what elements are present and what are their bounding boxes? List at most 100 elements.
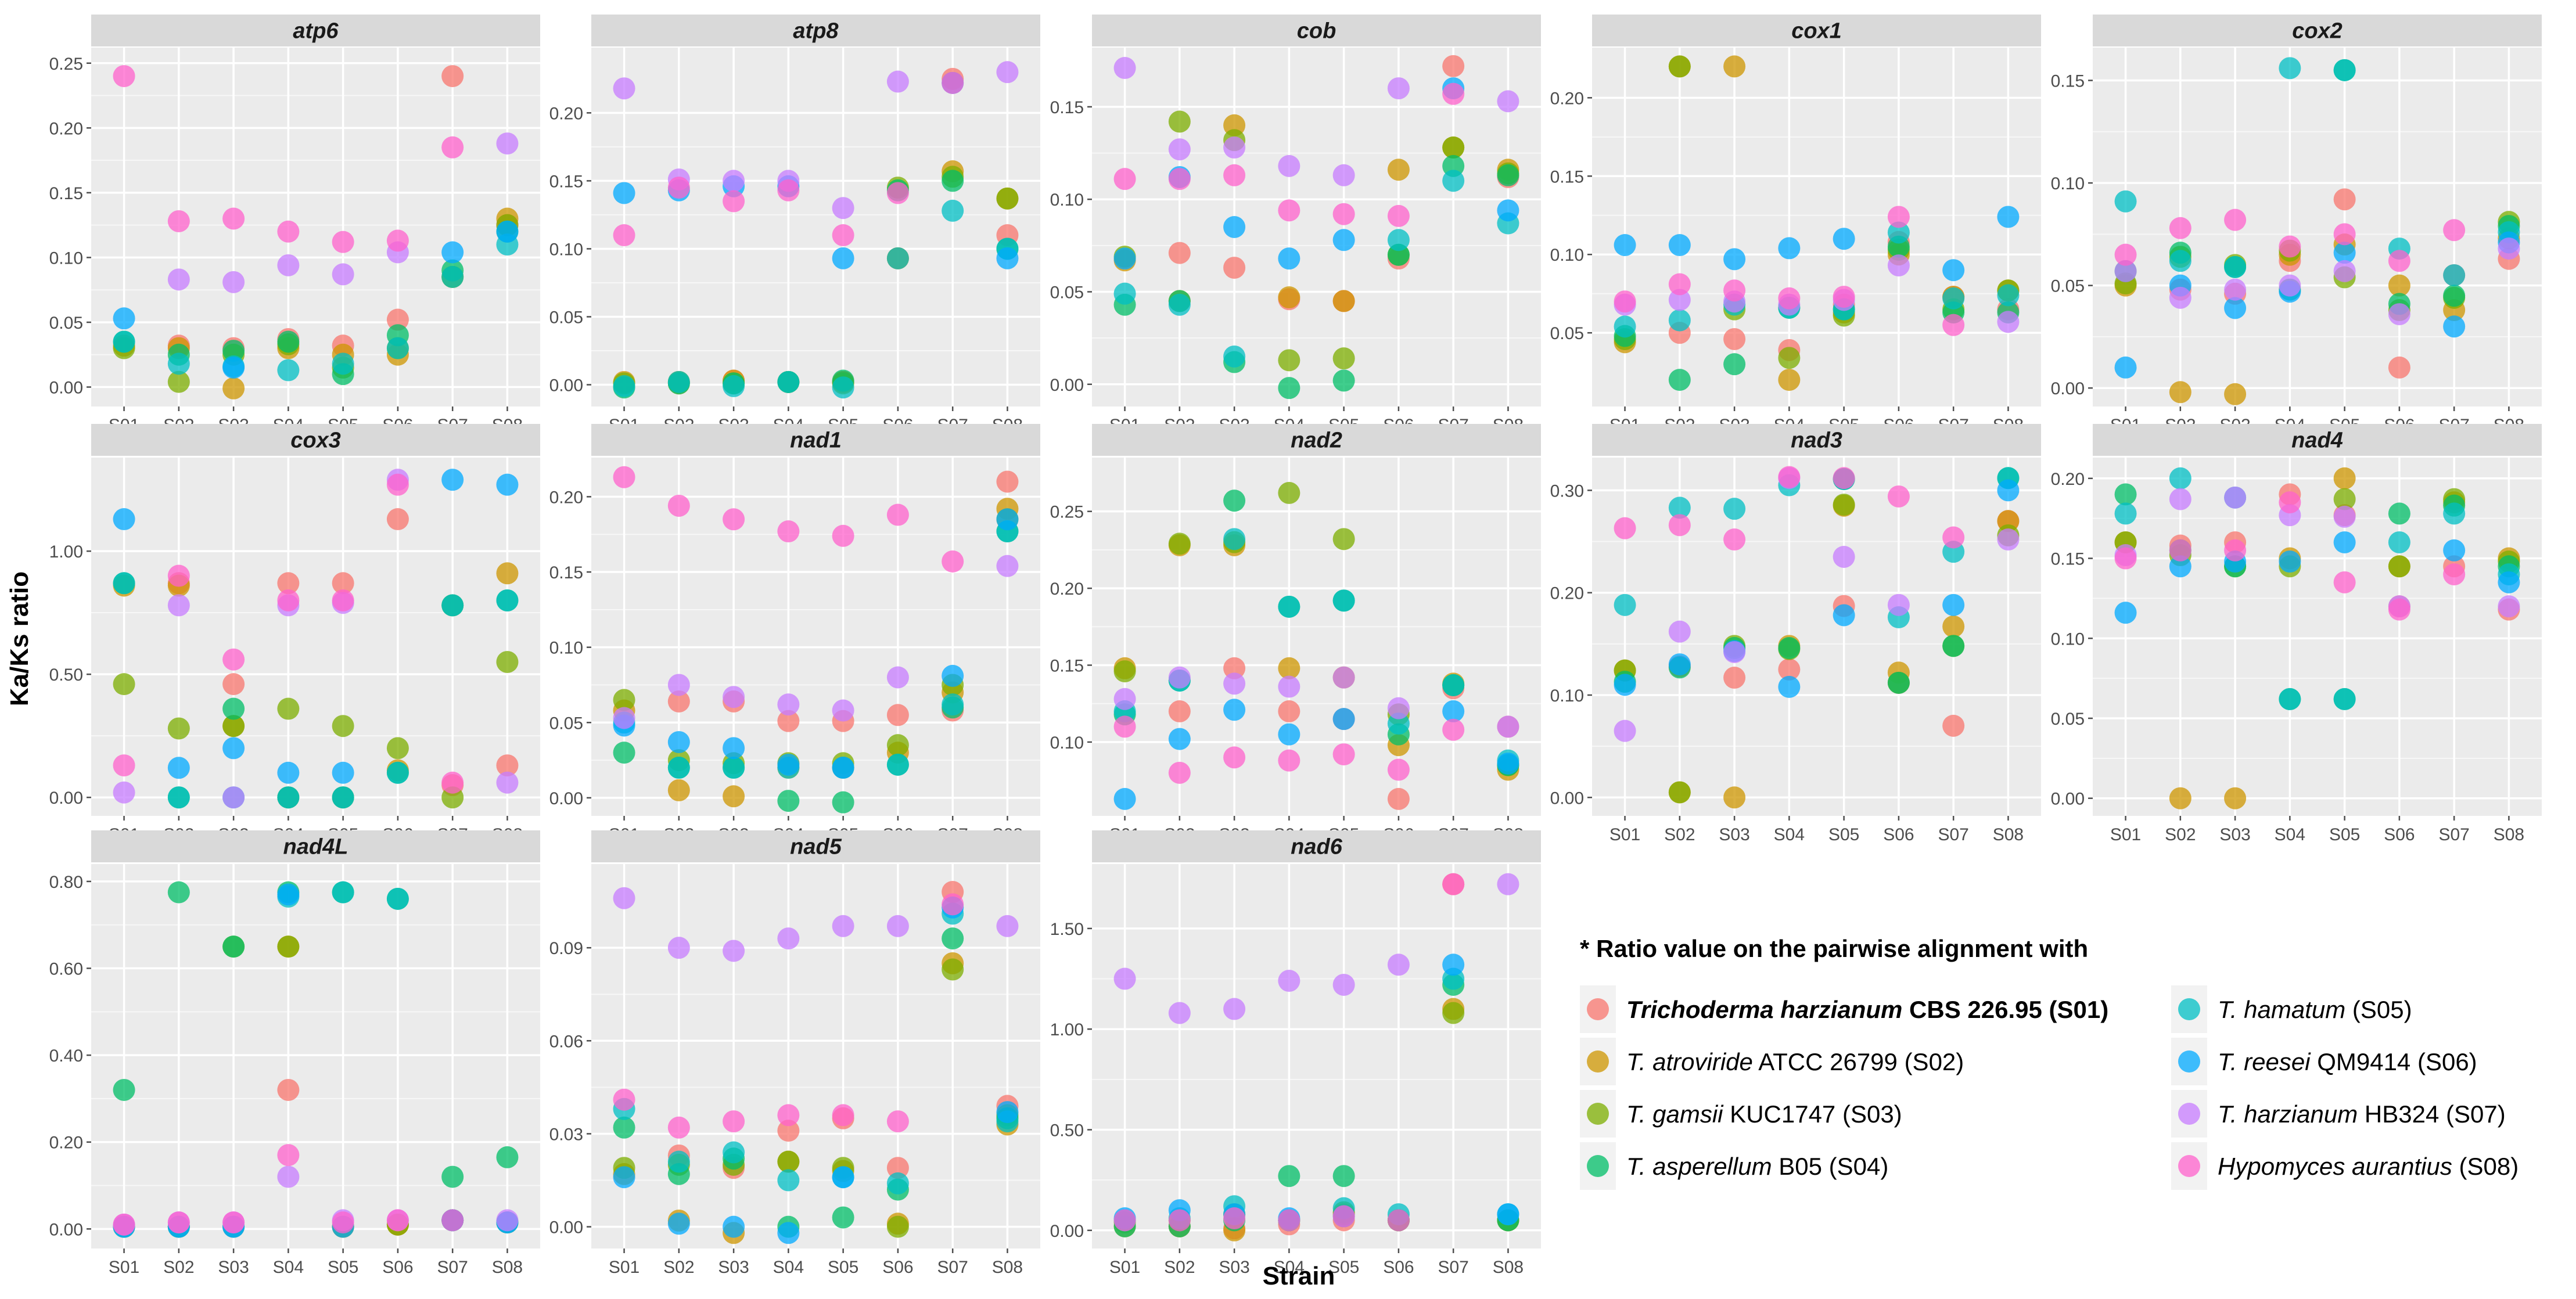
point-cox2-S08-S03 [2224,208,2247,231]
point-nad6-S08-S03 [1223,1207,1246,1230]
legend-strain: (S05) [2345,996,2412,1023]
y-tick-label: 0.05 [1050,283,1084,302]
point-cox2-S08-S07 [2443,219,2466,242]
point-nad3-S01-S07 [1942,714,1965,737]
point-cox2-S05-S03 [2224,256,2247,278]
point-nad3-S08-S03 [1723,528,1746,551]
x-tick-label: S05 [1828,825,1859,844]
x-tick-label: S08 [1993,825,2024,844]
point-nad6-S08-S05 [1332,1205,1355,1228]
point-cob-S03-S02 [1168,110,1191,133]
panel-title: atp8 [793,19,839,44]
point-nad1-S08-S05 [832,524,854,547]
panel-cox1: cox10.050.100.150.20S01S02S03S04S05S06S0… [1550,15,2041,435]
point-cox3-S03-S05 [332,715,354,737]
point-nad2-S01-S06 [1387,787,1410,810]
point-nad3-S07-S08 [1997,528,2020,551]
point-cox3-S01-S06 [386,508,409,531]
point-nad3-S07-S06 [1887,593,1910,616]
point-cob-S08-S03 [1223,164,1246,186]
x-tick-label: S03 [218,1258,249,1277]
y-tick-label: 0.00 [2051,790,2085,809]
point-nad2-S06-S02 [1168,728,1191,750]
y-tick-label: 0.40 [49,1046,83,1066]
point-cox3-S08-S01 [113,754,135,777]
point-nad1-S06-S02 [667,731,690,753]
point-cox2-S07-S06 [2388,303,2410,326]
point-cox2-S06-S03 [2224,297,2247,319]
point-nad5-S07-S04 [777,927,800,950]
point-nad1-S08-S04 [777,520,800,543]
point-nad2-S08-S04 [1278,749,1300,772]
panel-title: atp6 [293,19,339,44]
legend-item-S06: T. reesei QM9414 (S06) [2171,1038,2477,1085]
point-nad2-S01-S02 [1168,700,1191,722]
point-cob-S06-S04 [1278,247,1300,270]
point-cox2-S07-S01 [2114,260,2137,282]
point-nad3-S08-S02 [1668,514,1691,537]
point-cox2-S05-S01 [2114,190,2137,213]
point-nad2-S04-S03 [1223,490,1246,512]
y-tick-label: 0.25 [1050,503,1084,522]
legend-species: Trichoderma harzianum [1626,996,1902,1023]
strip-background [91,830,540,862]
legend-key-dot [1587,998,1609,1020]
point-nad1-S01-S08 [996,470,1019,493]
y-tick-label: 0.30 [1550,481,1584,501]
point-nad2-S05-S06 [1387,713,1410,735]
legend-title: * Ratio value on the pairwise alignment … [1580,935,2088,962]
point-cob-S01-S07 [1442,55,1465,77]
point-nad1-S08-S03 [723,508,745,531]
panel-title: cob [1297,19,1336,44]
point-atp8-S05-S06 [886,247,909,269]
point-nad2-S06-S05 [1332,708,1355,731]
point-nad3-S03-S05 [1833,494,1855,516]
point-nad1-S07-S03 [723,686,745,708]
x-tick-label: S01 [109,1258,139,1277]
point-atp8-S05-S02 [667,370,690,393]
point-cox3-S08-S05 [332,589,354,611]
point-nad2-S08-S05 [1332,743,1355,766]
legend-species: T. asperellum [1626,1153,1772,1180]
point-cox2-S05-S05 [2333,59,2356,81]
panel-nad5: nad5 0.00 0.03 0.06 0.09 S01 S02 S03 S04 S05 S06 S0… [549,830,1040,1277]
point-nad1-S05-S06 [886,753,909,776]
point-cox3-S08-S02 [167,564,190,587]
point-nad4-S08-S07 [2443,563,2466,586]
point-nad1-S04-S05 [832,791,854,814]
point-cox3-S05-S07 [441,594,464,617]
point-nad3-S02-S03 [1723,786,1746,809]
point-nad5-S01-S04 [777,1120,800,1142]
point-nad5-S07-S08 [996,915,1019,937]
point-nad1-S01-S06 [886,704,909,726]
point-cox1-S07-S06 [1887,254,1910,277]
x-tick-label: S01 [2110,825,2141,844]
legend-label: T. reesei QM9414 (S06) [2218,1048,2477,1075]
plot-background [1092,458,1541,816]
y-tick-label: 0.00 [549,376,583,395]
facet-panels: atp6 0.00 0.05 0.10 0.15 0.20 0.25 S01 S02 S03 S04… [49,15,2542,1277]
y-tick-label: 0.20 [49,119,83,138]
y-tick-label: 0.50 [49,665,83,685]
point-cob-S07-S02 [1168,138,1191,161]
point-cox2-S05-S04 [2279,57,2301,80]
y-axis-title: Ka/Ks ratio [5,571,34,706]
point-nad4-S06-S05 [2333,531,2356,553]
legend-item-S02: T. atroviride ATCC 26799 (S02) [1580,1038,1964,1085]
y-tick-label: 0.20 [1050,580,1084,599]
point-nad6-S07-S02 [1168,1002,1191,1024]
point-nad5-S03-S06 [886,1215,909,1238]
point-cox2-S02-S03 [2224,383,2247,405]
point-cox3-S01-S03 [222,673,245,696]
point-nad6-S07-S08 [1497,873,1519,895]
point-cox1-S06-S08 [1997,206,2020,228]
point-cox1-S08-S04 [1778,287,1801,310]
x-tick-label: S07 [937,1258,968,1277]
strip-background [1092,15,1541,46]
point-nad2-S07-S01 [1113,688,1136,710]
point-cox2-S01-S06 [2388,356,2410,379]
point-nad3-S06-S02 [1668,653,1691,676]
point-cox3-S07-S03 [222,786,245,809]
point-nad2-S07-S03 [1223,672,1246,695]
y-tick-label: 0.10 [549,639,583,658]
